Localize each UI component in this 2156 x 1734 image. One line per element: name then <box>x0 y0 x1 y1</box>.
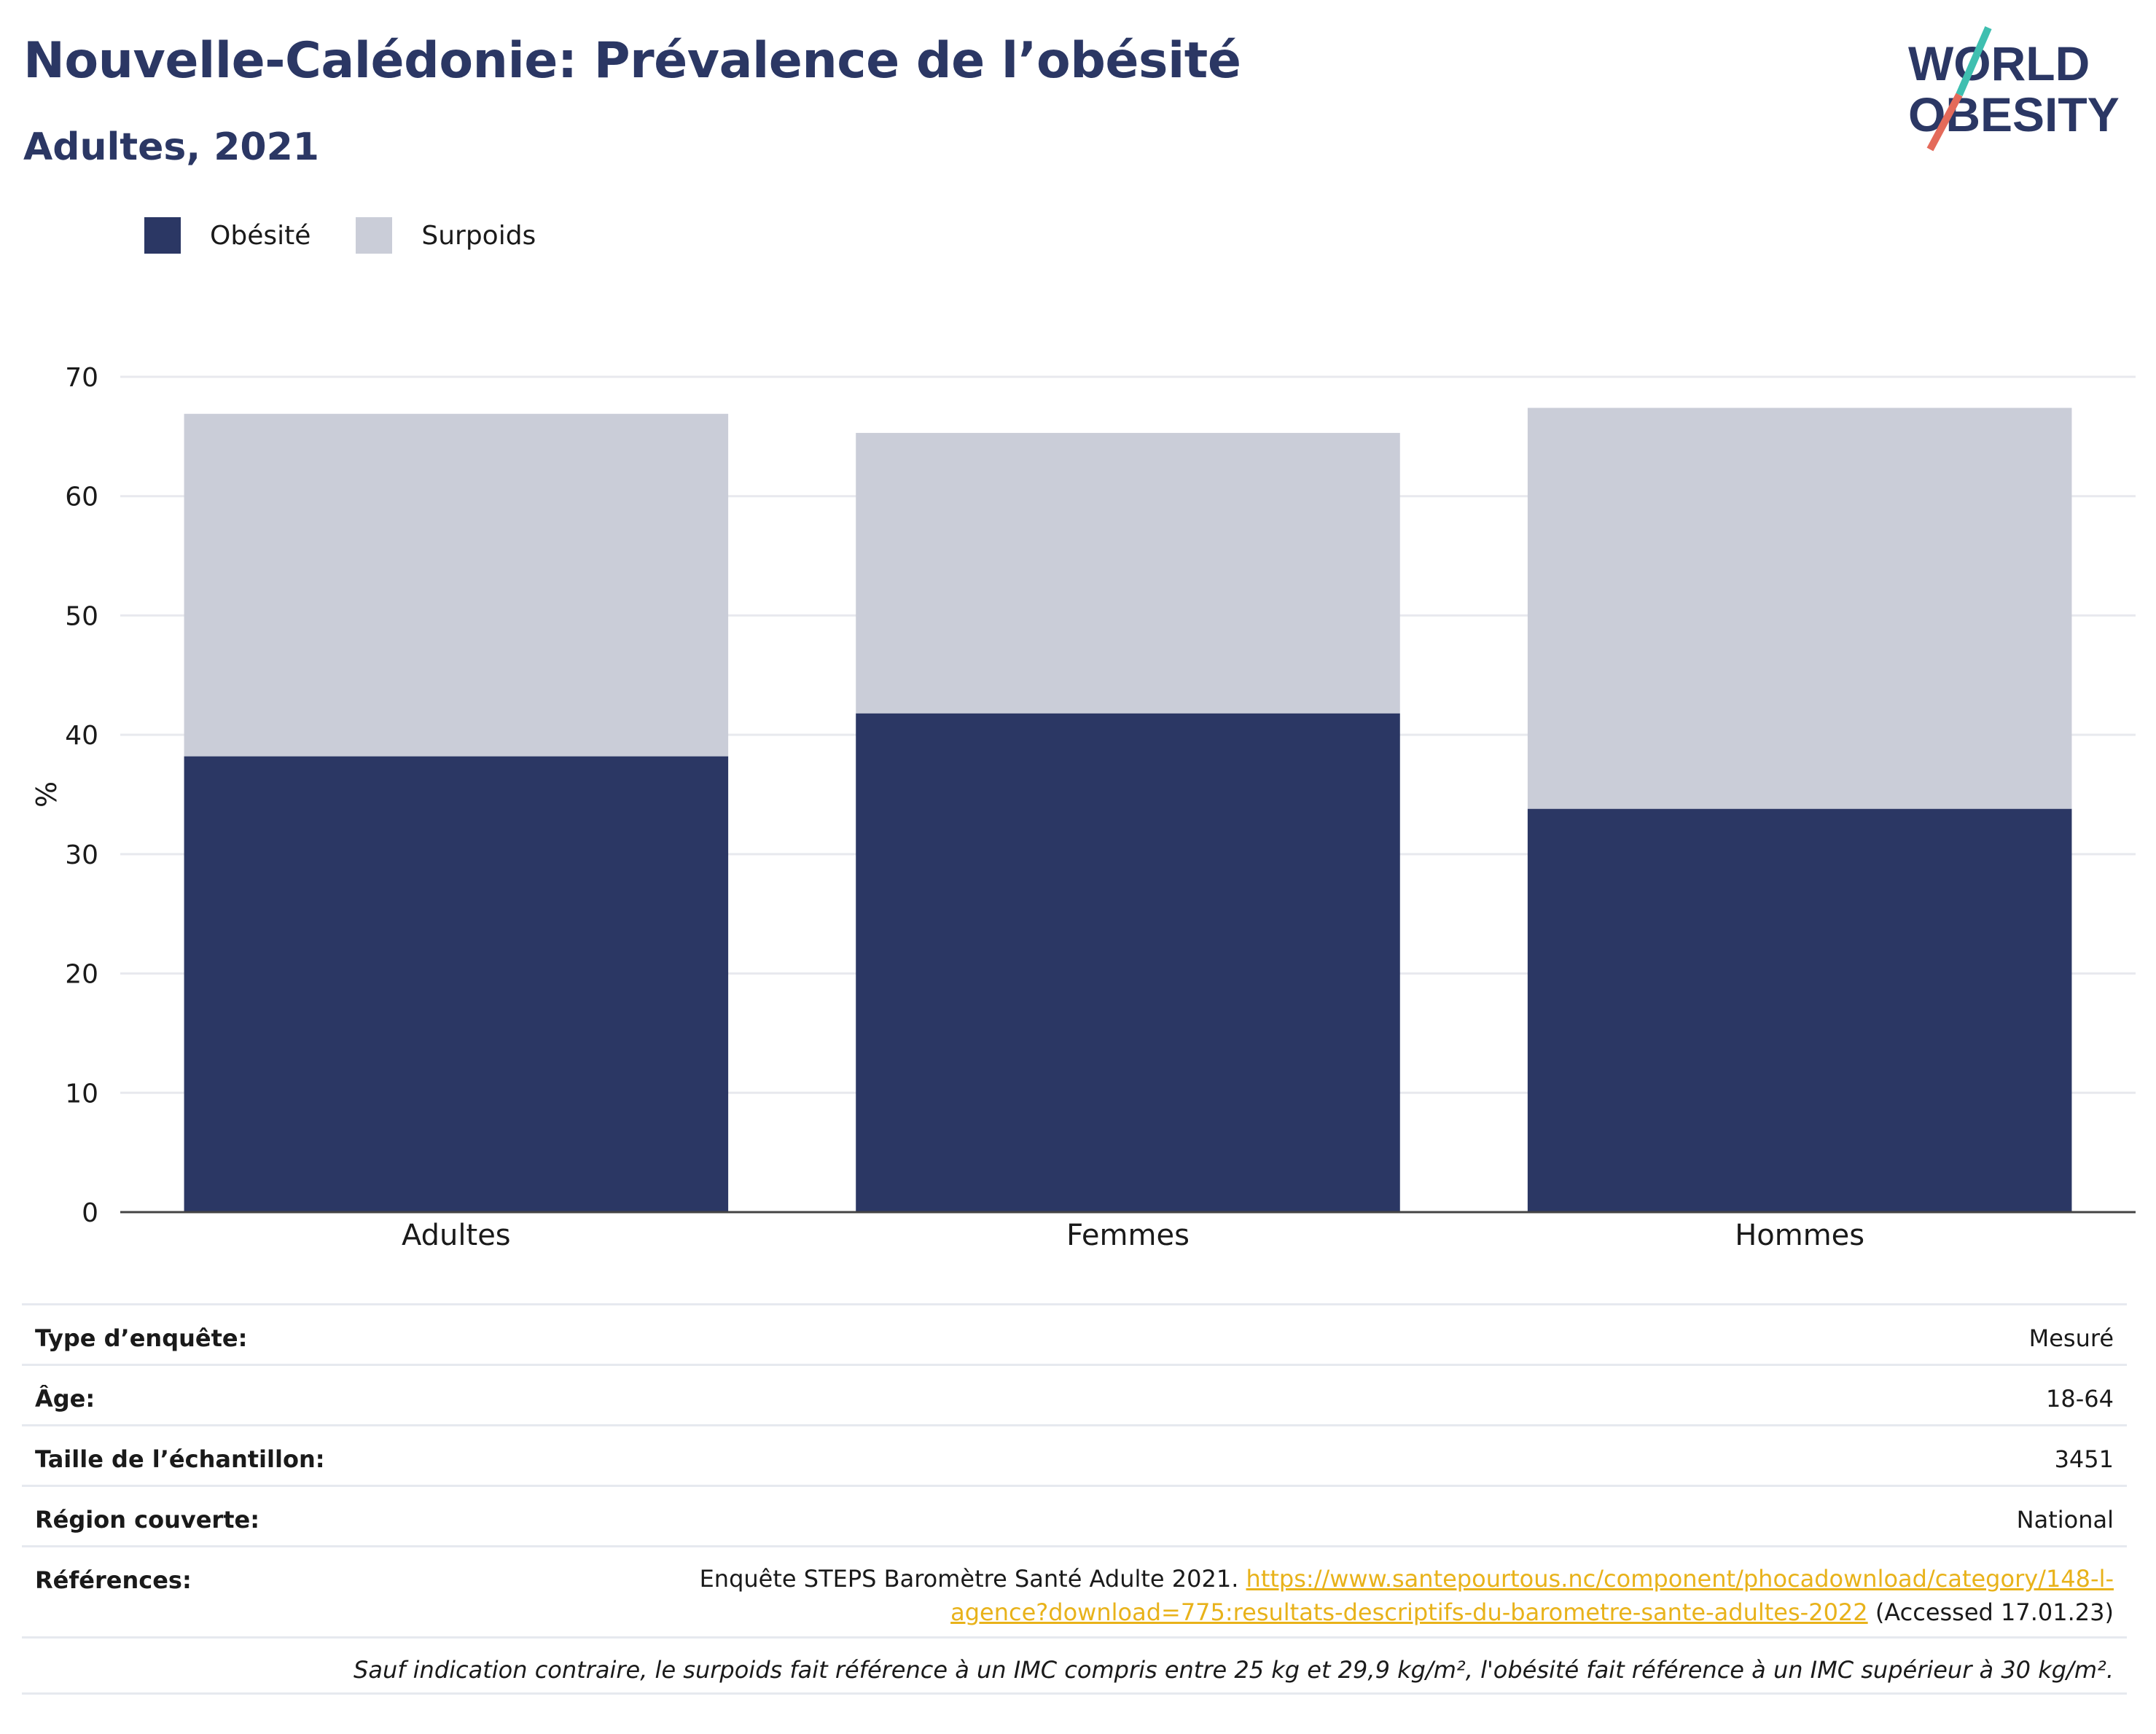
info-row-sample-size: Taille de l’échantillon: 3451 <box>22 1424 2127 1485</box>
reference-text: Enquête STEPS Baromètre Santé Adulte 202… <box>699 1565 1239 1593</box>
y-tick-label: 0 <box>82 1198 98 1228</box>
world-obesity-logo: WORLD OBESITY <box>1908 26 2120 152</box>
bar-ob-sit--hommes <box>1527 808 2072 1212</box>
bar-surpoids-adultes <box>184 413 729 757</box>
info-key: Type d’enquête: <box>35 1324 248 1352</box>
chart-legend: Obésité Surpoids <box>144 217 581 254</box>
references-value: Enquête STEPS Baromètre Santé Adulte 202… <box>700 1562 2114 1636</box>
y-tick-label: 30 <box>65 840 98 870</box>
y-tick-label: 50 <box>65 601 98 631</box>
logo-slash-coral <box>1926 93 1963 152</box>
logo-word-world: WORLD <box>1908 36 2090 90</box>
info-key: Âge: <box>35 1385 95 1413</box>
info-value: 3451 <box>2054 1445 2114 1473</box>
reference-link-part2[interactable]: agence?download=775:resultats-descriptif… <box>950 1598 1868 1626</box>
definition-note: Sauf indication contraire, le surpoids f… <box>22 1636 2127 1695</box>
legend-item-obesite[interactable]: Obésité <box>144 217 310 254</box>
info-key: Références: <box>35 1566 192 1594</box>
legend-swatch-surpoids <box>356 217 393 254</box>
y-tick-label: 20 <box>65 960 98 990</box>
info-value: National <box>2016 1506 2114 1534</box>
legend-swatch-obesite <box>144 217 181 254</box>
info-row-survey-type: Type d’enquête: Mesuré <box>22 1303 2127 1364</box>
info-key: Taille de l’échantillon: <box>35 1445 325 1473</box>
logo-slash-teal <box>1956 26 1992 96</box>
y-axis-label: % <box>31 781 63 808</box>
legend-item-surpoids[interactable]: Surpoids <box>356 217 536 254</box>
x-tick-label: Femmes <box>1066 1219 1190 1252</box>
stacked-bar-chart: 0 10 20 30 40 50 60 70% Adultes Femmes Hommes <box>31 363 2136 1252</box>
info-row-age: Âge: 18-64 <box>22 1364 2127 1424</box>
y-tick-label: 40 <box>65 721 98 751</box>
reference-accessed: (Accessed 17.01.23) <box>1875 1598 2114 1626</box>
reference-link-part1[interactable]: https://www.santepourtous.nc/component/p… <box>1246 1565 2114 1593</box>
y-tick-label: 60 <box>65 483 98 512</box>
bar-ob-sit--femmes <box>856 713 1400 1212</box>
chart-title: Nouvelle-Calédonie: Prévalence de l’obés… <box>23 32 1241 90</box>
logo-word-obesity: OBESITY <box>1908 87 2120 141</box>
survey-info-table: Type d’enquête: Mesuré Âge: 18-64 Taille… <box>22 1303 2127 1695</box>
x-tick-label: Adultes <box>402 1219 511 1252</box>
bar-surpoids-hommes <box>1527 407 2072 809</box>
chart-subtitle: Adultes, 2021 <box>23 125 319 169</box>
bar-ob-sit--adultes <box>184 756 729 1212</box>
y-tick-label: 10 <box>65 1079 98 1109</box>
bar-surpoids-femmes <box>856 432 1400 714</box>
legend-label-obesite: Obésité <box>210 220 311 251</box>
y-tick-label: 70 <box>65 363 98 393</box>
legend-label-surpoids: Surpoids <box>421 220 536 251</box>
x-tick-label: Hommes <box>1735 1219 1864 1252</box>
info-key: Région couverte: <box>35 1506 259 1534</box>
info-row-references: Références: Enquête STEPS Baromètre Sant… <box>22 1545 2127 1636</box>
info-value: Mesuré <box>2028 1324 2114 1352</box>
info-value: 18-64 <box>2046 1385 2114 1413</box>
info-row-region: Région couverte: National <box>22 1485 2127 1545</box>
